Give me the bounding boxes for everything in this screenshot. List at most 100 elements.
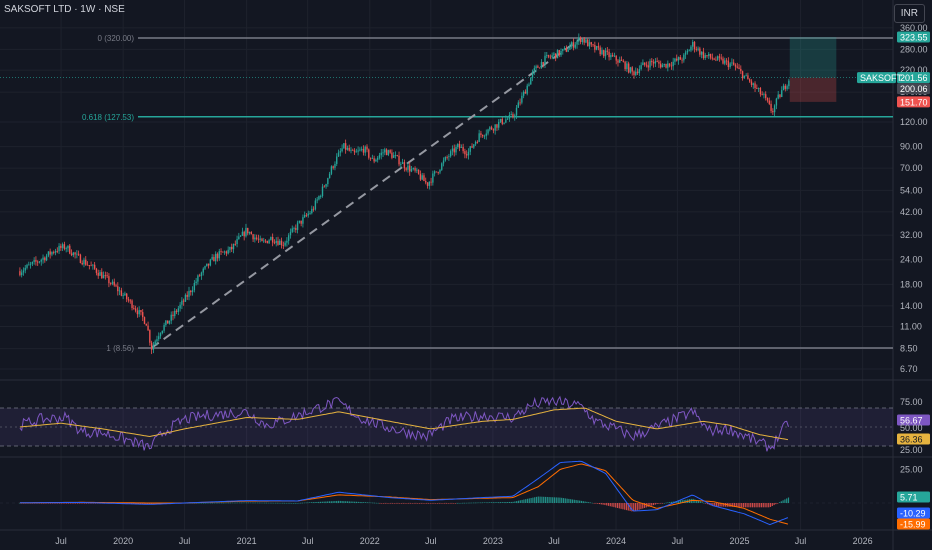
- candle-body: [476, 141, 479, 143]
- macd-histogram-bar: [660, 503, 662, 504]
- candle-body: [519, 102, 521, 104]
- macd-histogram-bar: [276, 502, 278, 504]
- time-tick-label: 2020: [113, 536, 133, 546]
- candle-body: [731, 62, 733, 64]
- macd-histogram-bar: [440, 503, 442, 504]
- macd-histogram-bar: [404, 503, 406, 504]
- candle-body: [60, 245, 62, 248]
- candle-body: [70, 253, 73, 256]
- candle-body: [58, 245, 60, 252]
- candle-body: [136, 310, 139, 315]
- macd-histogram-bar: [57, 503, 59, 504]
- time-tick-label: Jul: [425, 536, 437, 546]
- macd-histogram-bar: [467, 502, 469, 504]
- candle-body: [158, 336, 160, 340]
- macd-histogram-bar: [42, 503, 44, 504]
- candle-body: [366, 146, 368, 150]
- macd-histogram-bar: [256, 502, 259, 504]
- candle-body: [193, 283, 196, 291]
- candle-body: [215, 253, 217, 262]
- candle-body: [277, 240, 279, 245]
- candle-body: [348, 147, 350, 151]
- candle-body: [61, 244, 64, 248]
- candle-body: [608, 51, 610, 58]
- macd-histogram-bar: [294, 502, 296, 504]
- macd-histogram-bar: [534, 497, 536, 503]
- macd-histogram-bar: [681, 500, 683, 503]
- candle-body: [590, 42, 592, 45]
- time-tick-label: Jul: [548, 536, 560, 546]
- candle-body: [362, 148, 365, 153]
- candle-body: [330, 166, 333, 174]
- macd-histogram-bar: [148, 503, 151, 505]
- macd-histogram-bar: [357, 501, 359, 503]
- candle-body: [124, 293, 126, 296]
- candle-body: [150, 342, 153, 350]
- candle-body: [156, 339, 158, 342]
- currency-button[interactable]: INR: [893, 4, 925, 23]
- macd-histogram-bar: [696, 500, 698, 503]
- macd-histogram-bar: [274, 502, 277, 504]
- candle-body: [759, 87, 762, 95]
- macd-histogram-bar: [485, 502, 487, 503]
- macd-histogram-bar: [422, 503, 424, 504]
- macd-histogram-bar: [28, 503, 30, 504]
- candle-body: [384, 149, 386, 153]
- candle-body: [268, 240, 270, 244]
- macd-histogram-bar: [732, 503, 734, 507]
- macd-histogram-bar: [262, 502, 264, 504]
- candle-body: [695, 49, 698, 50]
- candle-body: [487, 129, 489, 134]
- candle-body: [770, 103, 772, 111]
- candle-body: [464, 151, 466, 155]
- candle-body: [756, 87, 758, 89]
- macd-histogram-bar: [521, 499, 523, 503]
- macd-histogram-bar: [573, 499, 575, 503]
- price-tag-target: 323.55: [900, 33, 928, 43]
- candle-body: [428, 181, 431, 186]
- candle-body: [387, 150, 390, 156]
- macd-histogram-bar: [323, 501, 325, 503]
- macd-histogram-bar: [33, 503, 35, 504]
- candle-body: [371, 158, 374, 160]
- candle-body: [81, 262, 83, 265]
- macd-histogram-bar: [370, 502, 372, 504]
- candle-body: [47, 251, 50, 256]
- candle-body: [704, 55, 706, 59]
- macd-histogram-bar: [325, 501, 327, 503]
- macd-histogram-bar: [386, 503, 388, 504]
- macd-histogram-bar: [512, 501, 514, 503]
- candle-body: [245, 227, 247, 237]
- candle-body: [433, 171, 436, 174]
- macd-histogram-bar: [755, 503, 757, 508]
- candle-body: [218, 251, 220, 259]
- candle-body: [287, 235, 290, 241]
- macd-histogram-bar: [273, 502, 275, 504]
- candle-body: [683, 54, 685, 61]
- candle-body: [716, 56, 719, 60]
- candle-body: [316, 199, 318, 201]
- candle-body: [109, 283, 112, 285]
- candle-body: [236, 239, 238, 245]
- candle-body: [547, 55, 550, 57]
- candle-body: [558, 50, 560, 56]
- candle-body: [515, 107, 518, 116]
- macd-histogram-bar: [427, 503, 430, 504]
- candle-body: [29, 263, 32, 265]
- candle-body: [238, 236, 240, 240]
- price-tick-label: 54.00: [900, 185, 923, 195]
- macd-histogram-bar: [676, 501, 678, 503]
- macd-histogram-bar: [26, 503, 28, 504]
- macd-histogram-bar: [490, 502, 493, 503]
- candle-body: [583, 38, 585, 43]
- candle-body: [725, 60, 728, 62]
- candle-body: [654, 61, 657, 64]
- price-tick-label: 42.00: [900, 207, 923, 217]
- macd-histogram-bar: [373, 502, 376, 504]
- macd-histogram-bar: [600, 503, 602, 505]
- macd-histogram-bar: [784, 499, 786, 503]
- macd-histogram-bar: [719, 503, 721, 507]
- macd-histogram-bar: [292, 502, 295, 504]
- macd-histogram-bar: [435, 503, 437, 504]
